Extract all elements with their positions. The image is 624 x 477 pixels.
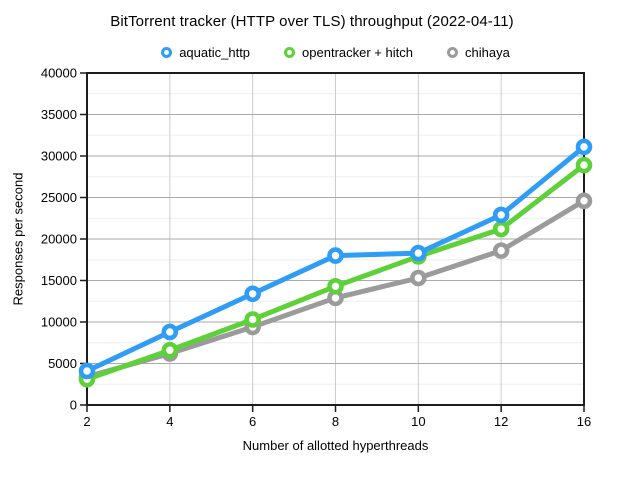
x-tick-label: 16 — [577, 414, 591, 429]
data-point — [78, 362, 96, 380]
data-point — [327, 247, 344, 264]
data-point — [492, 220, 510, 238]
data-point — [161, 323, 179, 341]
y-tick-label: 20000 — [41, 232, 77, 247]
data-point — [410, 244, 427, 262]
y-tick-label: 40000 — [41, 66, 77, 81]
x-tick-label: 8 — [332, 414, 339, 429]
data-point — [492, 206, 510, 224]
legend-item-opentracker-hitch: opentracker + hitch — [284, 45, 413, 60]
x-tick-label: 10 — [411, 414, 425, 429]
legend-label: chihaya — [464, 44, 510, 60]
data-point — [575, 138, 593, 156]
data-point — [161, 341, 179, 359]
data-point — [492, 242, 510, 259]
legend-label: aquatic_http — [179, 44, 251, 60]
chart-title: BitTorrent tracker (HTTP over TLS) throu… — [110, 13, 514, 30]
data-point — [575, 192, 593, 210]
legend-marker-icon — [161, 46, 173, 58]
legend-item-chihaya: chihaya — [446, 44, 510, 60]
x-tick-label: 4 — [166, 414, 173, 429]
data-point — [327, 278, 344, 295]
legend-marker-icon — [446, 46, 458, 58]
data-point — [244, 311, 261, 328]
plot-frame — [86, 72, 585, 406]
y-tick-label: 0 — [70, 398, 77, 413]
legend-label: opentracker + hitch — [302, 44, 413, 60]
y-tick-label: 15000 — [41, 273, 77, 288]
y-tick-label: 25000 — [41, 190, 77, 205]
legend-item-aquatic-http: aquatic_http — [161, 45, 250, 60]
data-point — [244, 285, 261, 303]
data-point — [410, 269, 427, 287]
y-tick-label: 35000 — [41, 107, 77, 122]
data-point — [575, 156, 593, 174]
x-axis-label: Number of allotted hyperthreads — [242, 438, 429, 453]
x-tick-label: 2 — [83, 414, 90, 429]
y-tick-label: 5000 — [48, 356, 77, 371]
y-tick-label: 30000 — [41, 149, 77, 164]
x-tick-label: 6 — [249, 414, 256, 429]
x-tick-label: 12 — [494, 414, 508, 429]
legend-marker-icon — [284, 46, 296, 58]
y-tick-label: 10000 — [41, 315, 77, 330]
legend: aquatic_http opentracker + hitch chihaya — [87, 44, 584, 60]
